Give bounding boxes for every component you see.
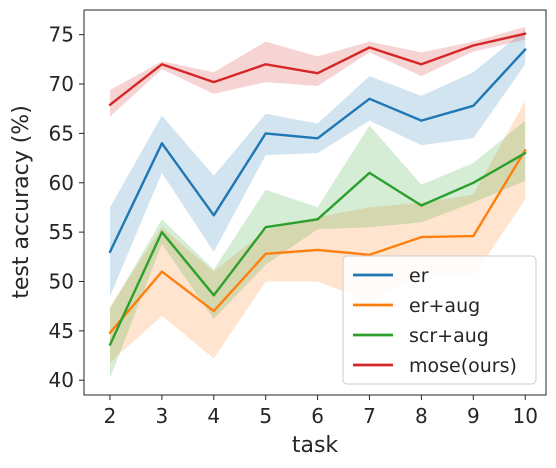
legend-label-scr-aug: scr+aug	[409, 325, 489, 347]
y-tick-label: 45	[49, 319, 74, 343]
y-tick-label: 65	[49, 121, 74, 145]
x-tick-label: 6	[311, 404, 324, 428]
x-tick-label: 3	[155, 404, 168, 428]
y-axis-label: test accuracy (%)	[9, 105, 34, 299]
x-tick-label: 2	[104, 404, 117, 428]
x-tick-label: 5	[259, 404, 272, 428]
legend: er er+aug scr+aug mose(ours)	[343, 256, 536, 384]
y-tick-label: 60	[49, 171, 74, 195]
y-tick-label: 50	[49, 269, 74, 293]
x-tick-label: 8	[415, 404, 428, 428]
x-tick-label: 9	[467, 404, 480, 428]
x-axis: 2 3 4 5 6 7 8 9 10	[104, 395, 538, 428]
legend-label-er-aug: er+aug	[409, 295, 480, 317]
legend-label-er: er	[409, 265, 429, 287]
legend-label-mose-ours: mose(ours)	[409, 355, 517, 377]
y-tick-label: 70	[49, 72, 74, 96]
y-tick-label: 40	[49, 368, 74, 392]
y-tick-label: 75	[49, 23, 74, 47]
y-tick-label: 55	[49, 220, 74, 244]
x-tick-label: 7	[363, 404, 376, 428]
x-axis-label: task	[292, 433, 339, 458]
y-axis: 40 45 50 55 60 65 70 75	[49, 23, 84, 393]
x-tick-label: 4	[207, 404, 220, 428]
x-tick-label: 10	[513, 404, 538, 428]
